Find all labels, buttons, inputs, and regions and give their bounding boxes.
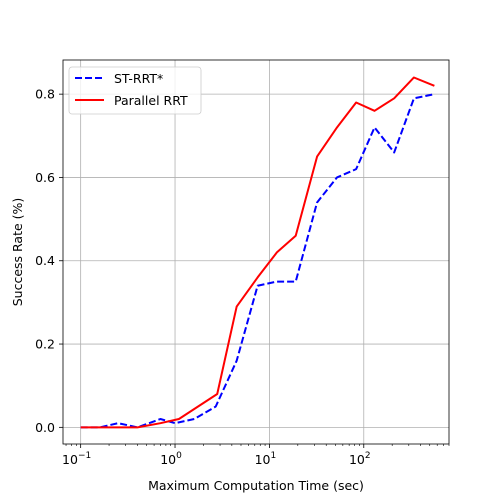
y-tick-label: 0.0	[35, 420, 55, 435]
axis-ticks: 10−1 100 101 102 0.0 0.2 0.4 0.6 0.8	[35, 87, 450, 467]
legend: ST-RRT* Parallel RRT	[68, 66, 202, 115]
y-tick-label: 0.6	[35, 170, 55, 185]
x-axis-title: Maximum Computation Time (sec)	[148, 478, 364, 493]
legend-label-st-rrt: ST-RRT*	[114, 71, 163, 86]
y-axis-title: Success Rate (%)	[10, 198, 25, 307]
y-tick-label: 0.8	[35, 87, 55, 102]
x-tick-label: 102	[349, 451, 371, 467]
series-line-parallel-rrt	[80, 76, 435, 429]
x-tick-label: 10−1	[62, 451, 91, 467]
y-tick-label: 0.4	[35, 253, 55, 268]
grid	[63, 60, 449, 444]
legend-label-parallel-rrt: Parallel RRT	[114, 93, 188, 108]
x-tick-label: 101	[255, 451, 277, 467]
y-tick-label: 0.2	[35, 337, 55, 352]
series-line-st-rrt	[80, 93, 435, 429]
series-lines	[80, 76, 435, 429]
x-tick-label: 100	[160, 451, 182, 467]
plot-frame	[62, 59, 450, 445]
